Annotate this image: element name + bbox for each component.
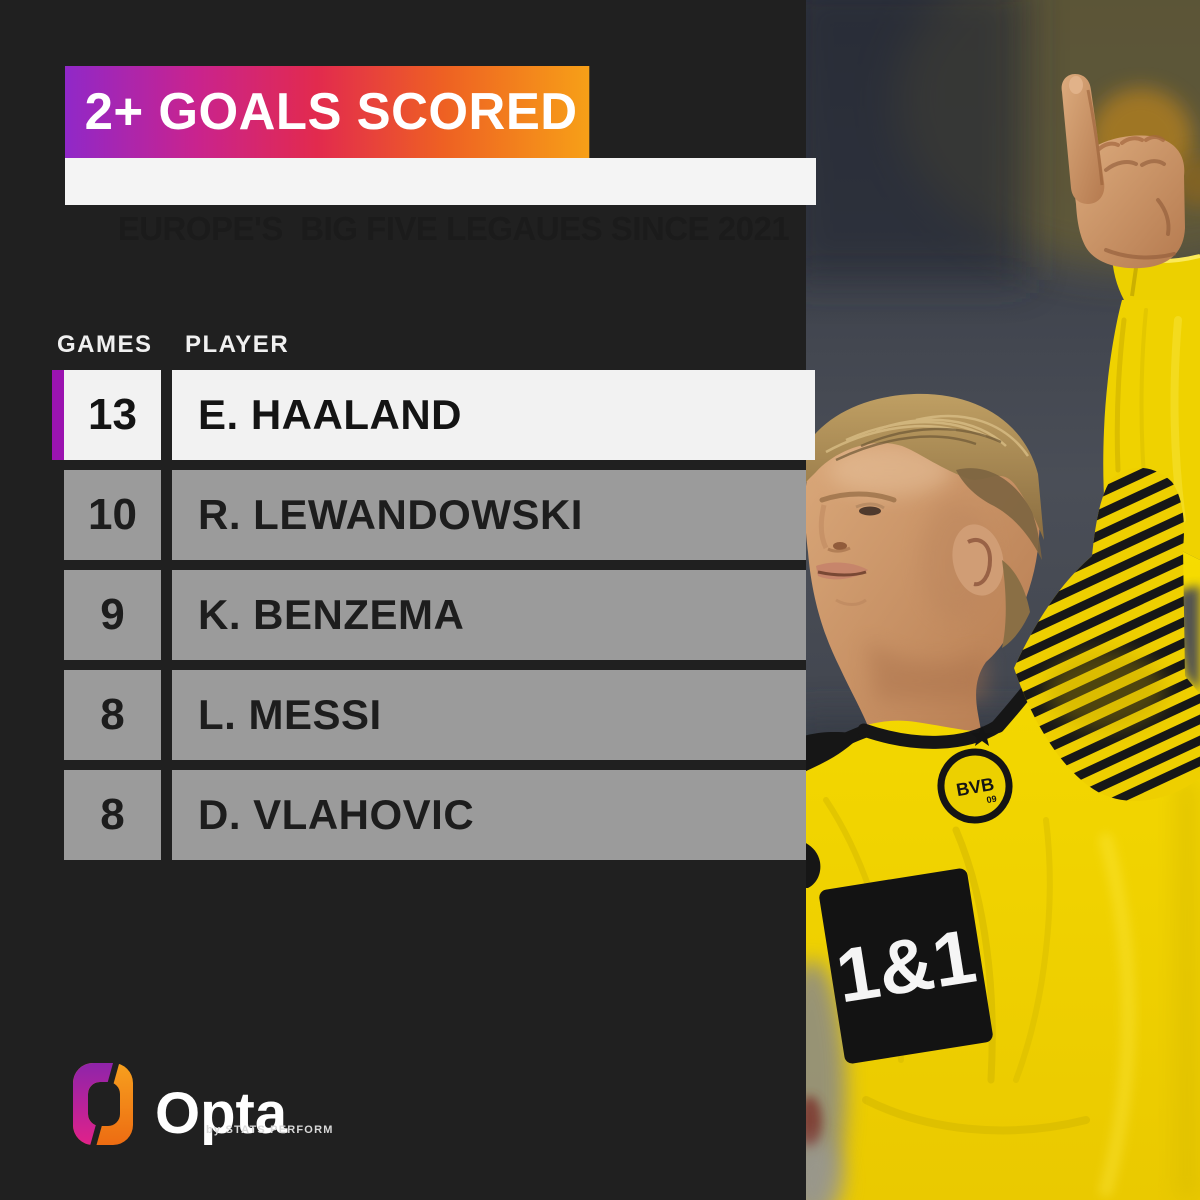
title-banner: 2+ GOALS SCORED	[65, 66, 590, 158]
games-cell: 8	[64, 770, 161, 860]
star-icon	[971, 726, 993, 746]
opta-wordmark: Opta	[155, 1081, 288, 1146]
player-cell: R. LEWANDOWSKI	[172, 470, 806, 560]
page-title: 2+ GOALS SCORED	[84, 83, 578, 141]
player-cell: D. VLAHOVIC	[172, 770, 806, 860]
player-head	[802, 393, 1044, 736]
haaland-photo: BVB 09 1&1	[778, 0, 1200, 1200]
face-features	[816, 491, 897, 606]
column-header-player: PLAYER	[185, 331, 290, 358]
opta-byline: by STATS PERFORM	[206, 1124, 334, 1136]
column-header-games: GAMES	[57, 331, 153, 358]
player-cell: L. MESSI	[172, 670, 806, 760]
player-cell: K. BENZEMA	[172, 570, 806, 660]
hair	[802, 393, 1044, 648]
highlight-accent-bar	[52, 370, 64, 460]
games-cell: 10	[64, 470, 161, 560]
page-subtitle: EUROPE'S BIG FIVE LEGAUES SINCE 2021	[117, 210, 790, 247]
opta-logo-icon	[72, 1059, 136, 1153]
index-finger	[1061, 74, 1105, 204]
sponsor-patch: 1&1	[819, 868, 993, 1064]
pointing-hand	[1061, 74, 1185, 269]
bvb-badge: BVB 09	[937, 748, 1013, 824]
games-cell: 9	[64, 570, 161, 660]
games-cell: 8	[64, 670, 161, 760]
games-cell: 13	[64, 370, 161, 460]
subtitle-banner: EUROPE'S BIG FIVE LEGAUES SINCE 2021	[65, 158, 816, 247]
svg-text:09: 09	[986, 794, 998, 806]
ear	[952, 524, 1004, 596]
player-cell: E. HAALAND	[172, 370, 815, 460]
puma-logo-icon	[804, 842, 821, 888]
